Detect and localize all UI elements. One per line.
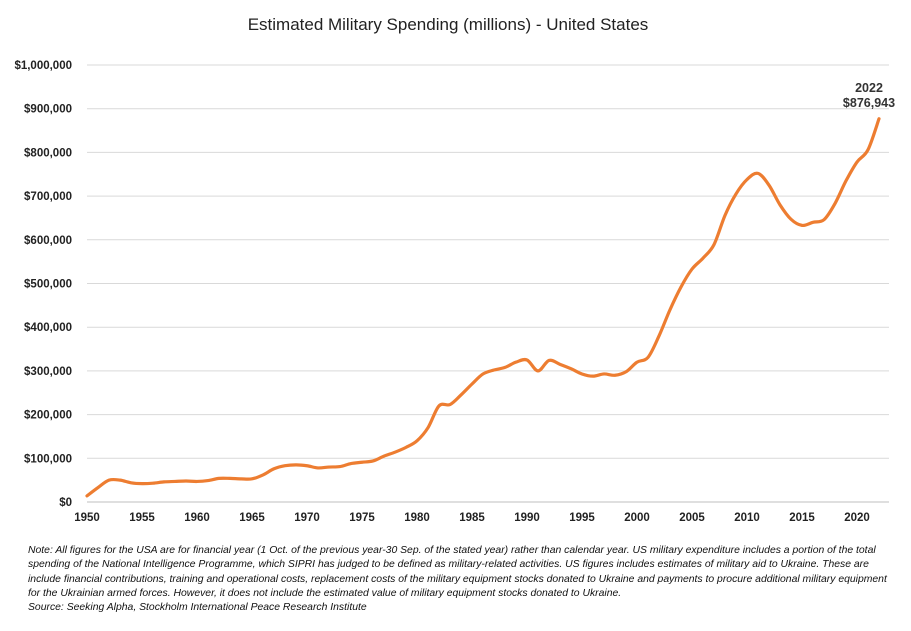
footnote: Note: All figures for the USA are for fi… — [28, 544, 898, 615]
x-tick-label: 1975 — [349, 512, 375, 524]
series-line — [85, 117, 881, 498]
x-tick-label: 1985 — [459, 512, 485, 524]
x-tick-label: 1950 — [74, 512, 100, 524]
chart-title: Estimated Military Spending (millions) -… — [248, 15, 649, 34]
x-tick-label: 2020 — [844, 512, 870, 524]
x-tick-label: 1980 — [404, 512, 430, 524]
annotation-value: $876,943 — [843, 96, 895, 110]
x-tick-label: 1990 — [514, 512, 540, 524]
x-tick-label: 2005 — [679, 512, 705, 524]
x-tick-label: 1965 — [239, 512, 265, 524]
y-tick-label: $500,000 — [24, 279, 72, 291]
y-tick-label: $900,000 — [24, 104, 72, 116]
y-tick-label: $1,000,000 — [14, 60, 72, 72]
y-tick-label: $300,000 — [24, 366, 72, 378]
note-text: Note: All figures for the USA are for fi… — [28, 545, 887, 599]
x-tick-label: 1995 — [569, 512, 595, 524]
source-text: Source: Seeking Alpha, Stockholm Interna… — [28, 602, 367, 614]
x-tick-label: 1970 — [294, 512, 320, 524]
annotation-year: 2022 — [855, 81, 883, 95]
y-tick-label: $600,000 — [24, 235, 72, 247]
x-tick-label: 2000 — [624, 512, 650, 524]
y-tick-label: $400,000 — [24, 322, 72, 334]
x-tick-label: 1960 — [184, 512, 210, 524]
x-tick-label: 2015 — [789, 512, 815, 524]
x-tick-label: 1955 — [129, 512, 155, 524]
y-tick-label: $800,000 — [24, 147, 72, 159]
y-tick-label: $700,000 — [24, 191, 72, 203]
y-tick-label: $0 — [59, 497, 72, 509]
x-tick-label: 2010 — [734, 512, 760, 524]
y-tick-label: $100,000 — [24, 453, 72, 465]
line-chart: Estimated Military Spending (millions) -… — [14, 15, 895, 524]
y-tick-label: $200,000 — [24, 410, 72, 422]
